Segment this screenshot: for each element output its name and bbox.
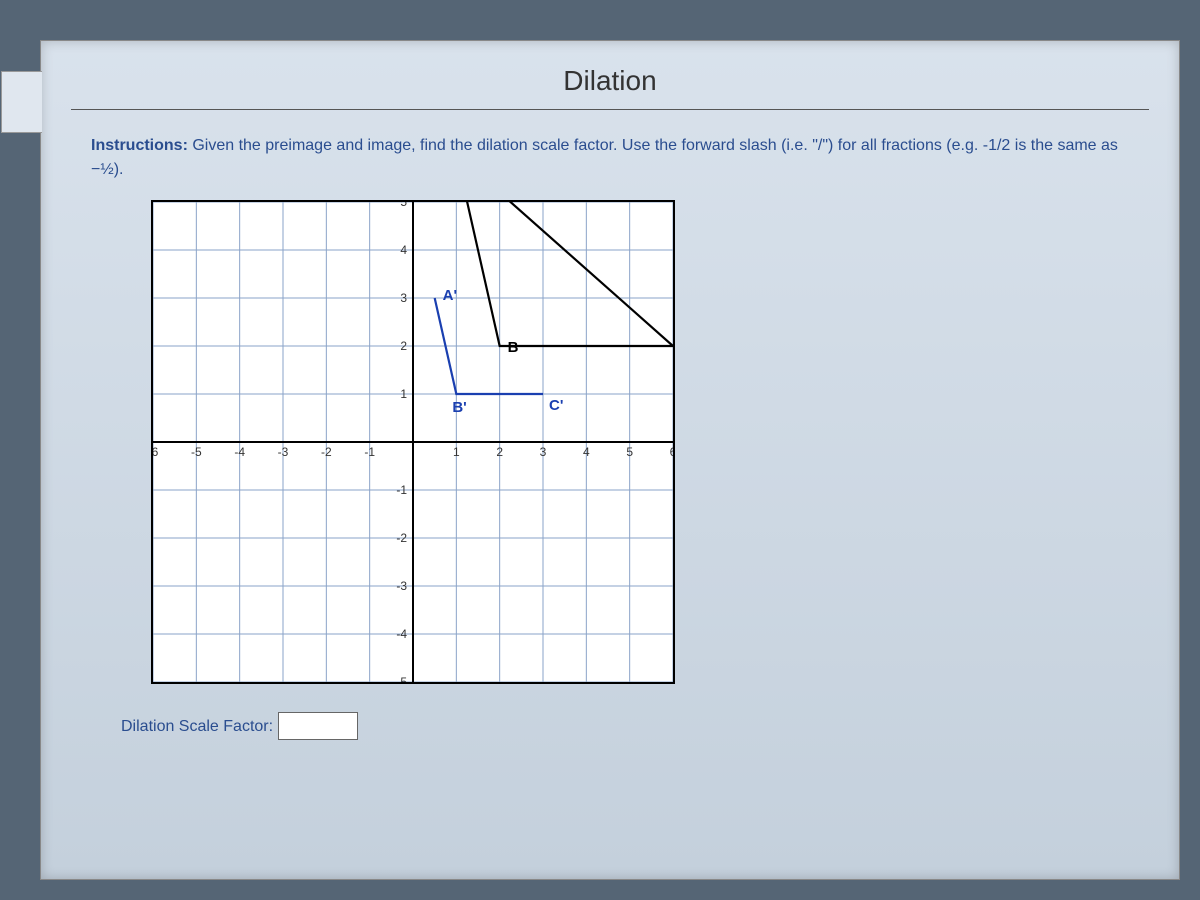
svg-text:B': B' [452, 399, 466, 416]
grid-svg: -6-5-4-3-2-1123456-5-4-3-2-112345ABCA'B'… [153, 202, 673, 682]
svg-text:5: 5 [400, 202, 407, 209]
sidebar-tab-stub [1, 71, 42, 133]
svg-text:-6: -6 [153, 445, 159, 459]
svg-text:-1: -1 [396, 483, 407, 497]
svg-text:-3: -3 [278, 445, 289, 459]
svg-text:-2: -2 [321, 445, 332, 459]
svg-text:-4: -4 [396, 627, 407, 641]
worksheet-page: Dilation Instructions: Given the preimag… [40, 40, 1180, 880]
svg-text:4: 4 [583, 445, 590, 459]
title-rule [71, 109, 1149, 110]
svg-text:1: 1 [453, 445, 460, 459]
instructions-fraction: −½ [91, 161, 114, 178]
answer-label: Dilation Scale Factor: [121, 718, 273, 735]
svg-text:-3: -3 [396, 579, 407, 593]
svg-text:2: 2 [400, 339, 407, 353]
instructions-text: Instructions: Given the preimage and ima… [91, 134, 1129, 182]
svg-text:-5: -5 [396, 675, 407, 682]
svg-text:B: B [508, 339, 519, 356]
svg-text:2: 2 [496, 445, 503, 459]
svg-text:3: 3 [540, 445, 547, 459]
answer-row: Dilation Scale Factor: [121, 712, 1179, 740]
svg-text:1: 1 [400, 387, 407, 401]
scale-factor-input[interactable] [278, 712, 358, 740]
svg-text:C': C' [549, 397, 563, 414]
svg-text:6: 6 [670, 445, 673, 459]
svg-text:-4: -4 [234, 445, 245, 459]
instructions-label: Instructions: [91, 137, 188, 154]
svg-text:-2: -2 [396, 531, 407, 545]
coordinate-grid: -6-5-4-3-2-1123456-5-4-3-2-112345ABCA'B'… [151, 200, 675, 684]
svg-text:-1: -1 [364, 445, 375, 459]
svg-text:5: 5 [626, 445, 633, 459]
svg-text:3: 3 [400, 291, 407, 305]
instructions-body-1: Given the preimage and image, find the d… [188, 137, 1118, 154]
instructions-body-2: ). [114, 161, 124, 178]
page-title: Dilation [41, 41, 1179, 109]
svg-text:A': A' [443, 287, 457, 304]
svg-text:4: 4 [400, 243, 407, 257]
svg-text:-5: -5 [191, 445, 202, 459]
